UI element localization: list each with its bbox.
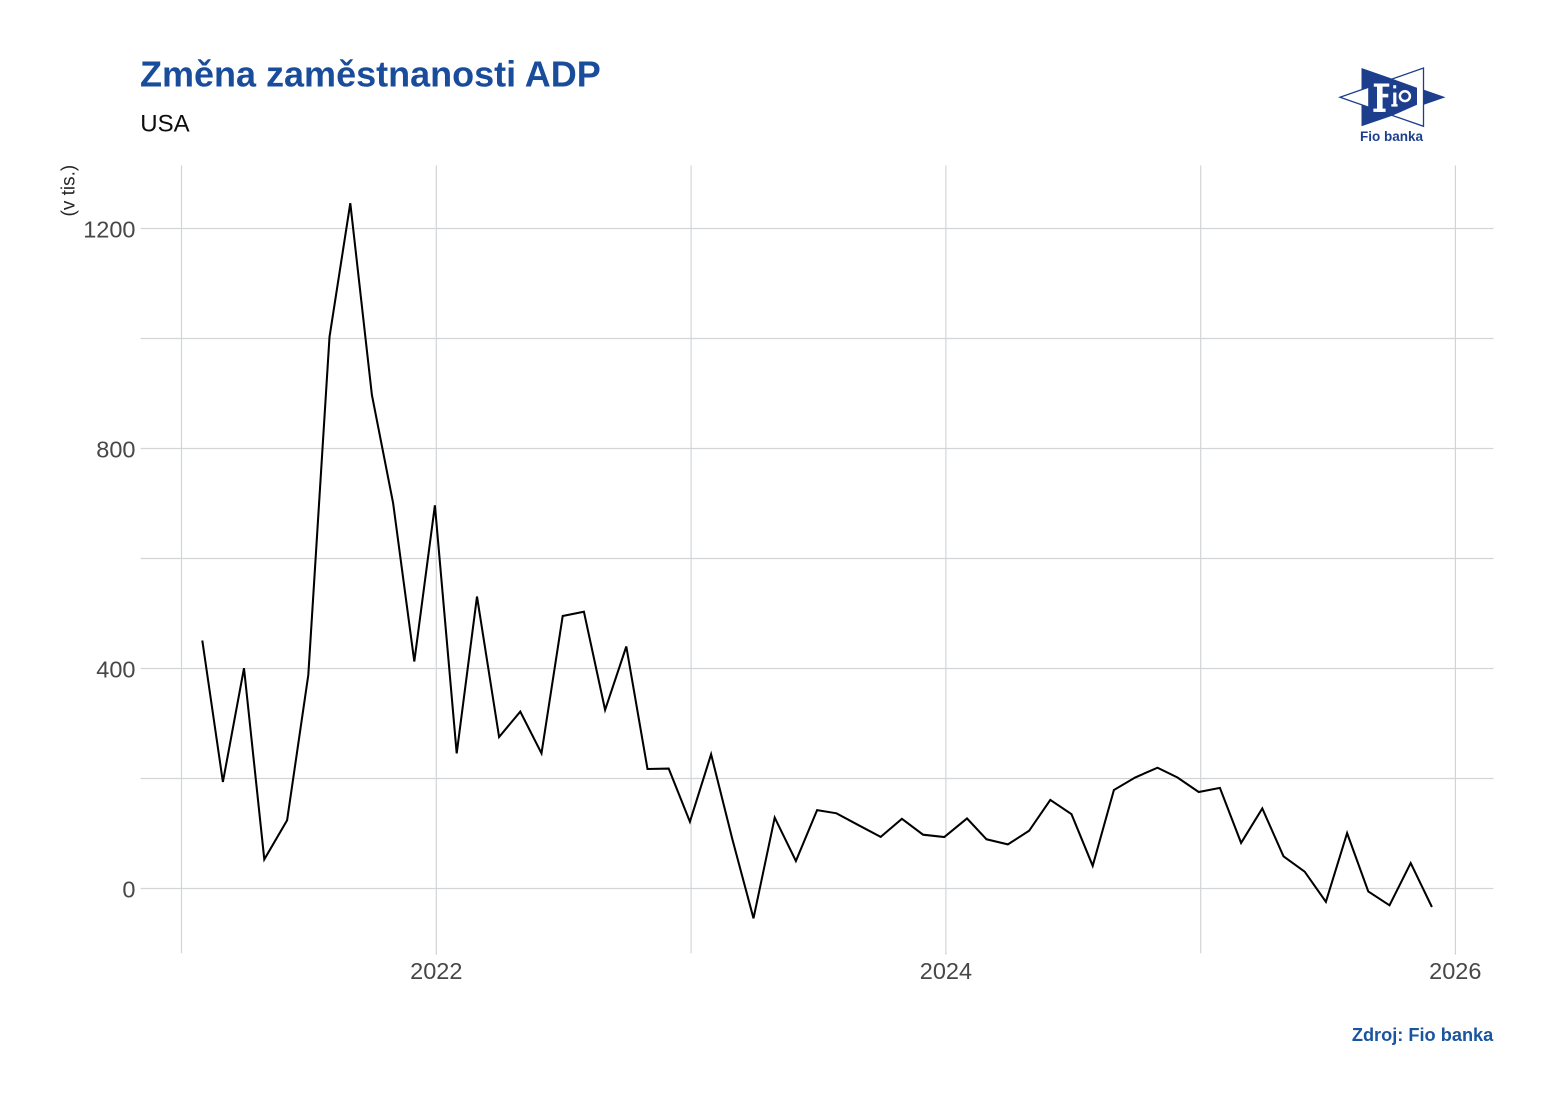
svg-text:2026: 2026	[1429, 958, 1481, 984]
svg-text:2024: 2024	[920, 958, 972, 984]
svg-text:Zdroj: Fio banka: Zdroj: Fio banka	[1352, 1025, 1494, 1045]
svg-text:USA: USA	[140, 111, 189, 138]
svg-text:Změna zaměstnanosti ADP: Změna zaměstnanosti ADP	[140, 54, 601, 95]
svg-text:(v tis.): (v tis.)	[59, 165, 80, 217]
svg-text:0: 0	[122, 877, 135, 903]
svg-text:800: 800	[96, 437, 135, 463]
svg-text:1200: 1200	[83, 217, 135, 243]
svg-text:2022: 2022	[410, 958, 462, 984]
svg-text:Fio banka: Fio banka	[1360, 129, 1424, 144]
svg-text:400: 400	[96, 657, 135, 683]
